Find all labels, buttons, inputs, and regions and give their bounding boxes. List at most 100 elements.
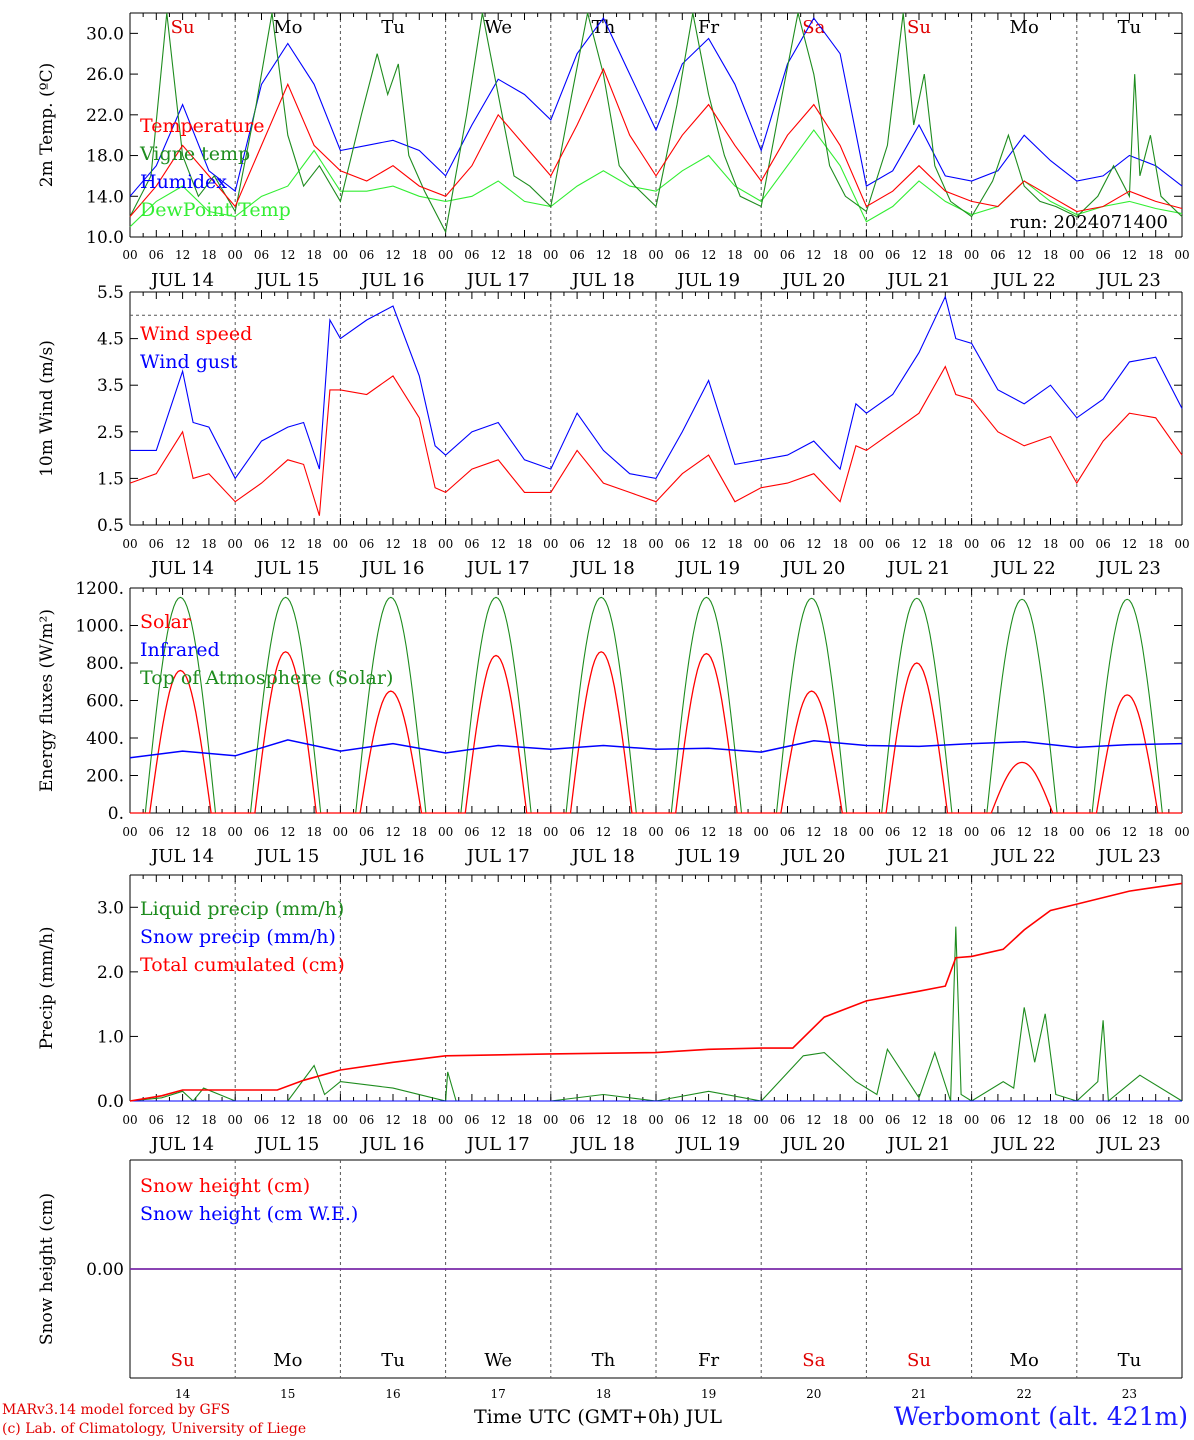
- hour-tick-label: 06: [569, 537, 584, 551]
- legend-entry: Total cumulated (cm): [140, 954, 345, 976]
- hour-tick-label: 18: [727, 248, 742, 262]
- hour-tick-label: 12: [1017, 1113, 1032, 1127]
- y-tick-label: 3.0: [97, 898, 124, 918]
- date-label: JUL 22: [991, 846, 1056, 867]
- hour-tick-label: 00: [122, 825, 137, 839]
- hour-tick-label: 00: [964, 1113, 979, 1127]
- hour-tick-label: 18: [622, 825, 637, 839]
- hour-tick-label: 00: [964, 537, 979, 551]
- y-tick-label: 2.5: [97, 423, 124, 443]
- hour-tick-label: 06: [885, 248, 900, 262]
- hour-tick-label: 06: [1095, 248, 1110, 262]
- weekday-label: Th: [592, 17, 616, 38]
- hour-tick-label: 06: [254, 248, 269, 262]
- y-tick-label: 600.: [86, 692, 124, 712]
- hour-tick-label: 00: [333, 825, 348, 839]
- hour-tick-label: 12: [280, 1113, 295, 1127]
- hour-tick-label: 12: [175, 1113, 190, 1127]
- date-label: JUL 15: [254, 270, 319, 291]
- hour-tick-label: 18: [517, 1113, 532, 1127]
- y-axis-title: 2m Temp. (ºC): [37, 63, 57, 188]
- hour-tick-label: 00: [754, 537, 769, 551]
- hour-tick-label: 00: [754, 1113, 769, 1127]
- date-label: JUL 22: [991, 1134, 1056, 1155]
- hour-tick-label: 12: [491, 825, 506, 839]
- hour-tick-label: 06: [464, 1113, 479, 1127]
- hour-tick-label: 12: [596, 825, 611, 839]
- hour-tick-label: 18: [832, 537, 847, 551]
- hour-tick-label: 18: [306, 1113, 321, 1127]
- hour-tick-label: 06: [359, 1113, 374, 1127]
- hour-tick-label: 12: [1122, 1113, 1137, 1127]
- weekday-label: Fr: [698, 1350, 719, 1371]
- legend-entry: Top of Atmosphere (Solar): [140, 667, 393, 689]
- hour-tick-label: 00: [964, 248, 979, 262]
- legend-entry: Temperature: [140, 115, 264, 137]
- hour-tick-label: 06: [780, 825, 795, 839]
- day-number-label: 15: [280, 1387, 295, 1401]
- legend-entry: DewPoint Temp: [140, 199, 291, 221]
- hour-tick-label: 00: [1174, 537, 1189, 551]
- hour-tick-label: 06: [254, 537, 269, 551]
- hour-tick-label: 00: [1069, 248, 1084, 262]
- hour-tick-label: 12: [911, 1113, 926, 1127]
- panel-2: 0.5 1.5 2.5 3.5 4.5 5.5 10m Wind (m/s) Wind spe…: [37, 283, 1190, 579]
- hour-tick-label: 18: [1148, 537, 1163, 551]
- y-tick-label: 14.0: [86, 187, 124, 207]
- hour-tick-label: 00: [438, 537, 453, 551]
- panel-3: 0. 200. 400. 600. 800. 1000. 1200. Energy fluxe…: [37, 579, 1190, 867]
- series-line: [129, 882, 1183, 1102]
- hour-tick-label: 12: [806, 825, 821, 839]
- y-tick-label: 1200.: [75, 579, 124, 599]
- hour-tick-label: 06: [464, 825, 479, 839]
- y-tick-label: 18.0: [86, 147, 124, 167]
- hour-tick-label: 12: [701, 248, 716, 262]
- weekday-label: Su: [171, 1350, 195, 1371]
- hour-tick-label: 00: [754, 248, 769, 262]
- hour-tick-label: 12: [1017, 825, 1032, 839]
- hour-tick-label: 00: [1174, 248, 1189, 262]
- legend-entry: Snow precip (mm/h): [140, 926, 336, 948]
- hour-tick-label: 18: [517, 825, 532, 839]
- weekday-label: We: [484, 1350, 512, 1371]
- date-label: JUL 21: [886, 846, 951, 867]
- hour-tick-label: 00: [1069, 1113, 1084, 1127]
- hour-tick-label: 06: [780, 537, 795, 551]
- weekday-label: Tu: [381, 17, 405, 38]
- hour-tick-label: 18: [938, 1113, 953, 1127]
- hour-tick-label: 18: [832, 1113, 847, 1127]
- hour-tick-label: 12: [385, 248, 400, 262]
- y-tick-label: 22.0: [86, 106, 124, 126]
- y-tick-label: 4.5: [97, 330, 124, 350]
- day-number-label: 16: [385, 1387, 400, 1401]
- y-tick-label: 2.0: [97, 963, 124, 983]
- hour-tick-label: 06: [1095, 537, 1110, 551]
- series-line: [129, 739, 1183, 759]
- date-label: JUL 18: [570, 558, 635, 579]
- hour-tick-label: 00: [648, 248, 663, 262]
- hour-tick-label: 00: [964, 825, 979, 839]
- hour-tick-label: 18: [1043, 537, 1058, 551]
- hour-tick-label: 12: [701, 537, 716, 551]
- hour-tick-label: 06: [675, 1113, 690, 1127]
- hour-tick-label: 18: [832, 248, 847, 262]
- credit-lab: (c) Lab. of Climatology, University of L…: [2, 1421, 307, 1437]
- date-label: JUL 16: [360, 846, 425, 867]
- hour-tick-label: 00: [438, 248, 453, 262]
- hour-tick-label: 12: [280, 537, 295, 551]
- hour-tick-label: 00: [228, 248, 243, 262]
- hour-tick-label: 12: [175, 825, 190, 839]
- hour-tick-label: 00: [438, 825, 453, 839]
- weekday-label: Tu: [1118, 1350, 1142, 1371]
- date-label: JUL 23: [1096, 1134, 1161, 1155]
- series-line: [129, 12, 1183, 234]
- hour-tick-label: 06: [885, 1113, 900, 1127]
- hour-tick-label: 12: [806, 1113, 821, 1127]
- y-tick-label: 1.5: [97, 469, 124, 489]
- hour-tick-label: 18: [622, 248, 637, 262]
- hour-tick-label: 06: [990, 248, 1005, 262]
- hour-tick-label: 18: [1043, 1113, 1058, 1127]
- hour-tick-label: 00: [859, 248, 874, 262]
- station-name: Werbomont (alt. 421m): [893, 1402, 1188, 1431]
- hour-tick-label: 18: [306, 825, 321, 839]
